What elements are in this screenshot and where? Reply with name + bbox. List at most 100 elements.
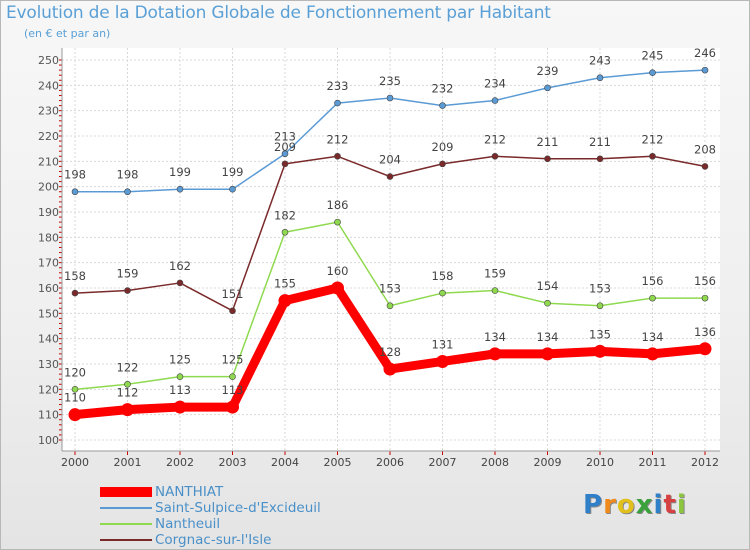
- data-label-3: 158: [64, 269, 86, 283]
- data-point-2: [596, 302, 604, 310]
- y-tick-label: 160: [38, 282, 59, 295]
- data-point-3: [334, 152, 341, 160]
- data-label-0: 112: [117, 386, 139, 400]
- data-point-2: [701, 294, 709, 302]
- y-tick-label: 100: [38, 434, 59, 447]
- data-label-0: 113: [169, 383, 191, 397]
- data-label-3: 212: [327, 132, 349, 146]
- legend-label-3: Corgnac-sur-l'Isle: [155, 532, 272, 548]
- data-label-2: 156: [642, 274, 664, 288]
- data-label-1: 198: [64, 168, 86, 182]
- y-tick-label: 220: [38, 130, 59, 143]
- data-label-3: 204: [379, 153, 401, 167]
- data-point-0: [646, 347, 659, 361]
- data-label-1: 245: [642, 49, 664, 63]
- data-label-1: 233: [327, 79, 349, 93]
- data-point-3: [386, 173, 394, 180]
- y-tick-label: 240: [38, 79, 59, 92]
- x-tick-label: 2010: [586, 456, 614, 469]
- x-tick-label: 2008: [481, 456, 509, 469]
- data-point-2: [649, 294, 656, 302]
- plot-area: [62, 48, 720, 451]
- legend-label-0: NANTHIAT: [155, 484, 224, 500]
- data-point-3: [281, 160, 289, 168]
- data-point-3: [544, 155, 551, 163]
- data-point-3: [701, 163, 709, 170]
- legend-label-1: Saint-Sulpice-d'Excideuil: [155, 500, 321, 516]
- y-tick-label: 130: [38, 358, 59, 371]
- data-point-2: [334, 218, 341, 226]
- data-point-2: [229, 373, 236, 380]
- data-label-2: 122: [117, 360, 139, 374]
- data-label-3: 159: [117, 267, 139, 281]
- legend-item-0: NANTHIAT: [100, 484, 321, 500]
- data-label-3: 151: [222, 287, 244, 301]
- data-point-1: [334, 99, 341, 107]
- data-point-1: [544, 84, 551, 92]
- data-point-1: [124, 188, 131, 196]
- y-tick-label: 120: [38, 383, 59, 396]
- data-point-3: [71, 289, 79, 297]
- data-label-3: 208: [694, 142, 716, 156]
- data-point-2: [71, 386, 79, 393]
- data-point-3: [491, 152, 499, 160]
- y-tick-label: 200: [38, 181, 59, 194]
- data-point-0: [593, 344, 607, 358]
- data-point-1: [439, 102, 446, 109]
- data-point-0: [68, 408, 82, 422]
- data-label-1: 234: [484, 77, 506, 91]
- data-point-0: [226, 400, 239, 414]
- legend-item-1: Saint-Sulpice-d'Excideuil: [100, 500, 321, 516]
- data-point-2: [544, 299, 551, 307]
- y-tick-label: 170: [38, 257, 59, 270]
- data-label-1: 213: [274, 130, 296, 144]
- data-label-0: 113: [222, 383, 244, 397]
- data-point-1: [281, 150, 289, 158]
- data-label-0: 134: [484, 330, 506, 344]
- data-label-0: 160: [327, 264, 349, 278]
- data-point-2: [176, 373, 184, 380]
- data-label-1: 243: [589, 54, 611, 68]
- data-point-1: [176, 185, 184, 193]
- data-label-1: 199: [169, 165, 191, 179]
- data-label-1: 239: [537, 64, 559, 78]
- data-label-2: 186: [327, 198, 349, 212]
- data-label-3: 212: [642, 132, 664, 146]
- data-label-2: 153: [379, 282, 401, 296]
- data-point-1: [649, 69, 656, 76]
- x-tick-label: 2011: [639, 456, 667, 469]
- x-tick-label: 2001: [114, 456, 142, 469]
- data-label-3: 211: [589, 135, 611, 149]
- x-tick-label: 2003: [219, 456, 247, 469]
- data-label-0: 135: [589, 327, 611, 341]
- data-point-1: [596, 74, 604, 82]
- data-label-2: 158: [432, 269, 454, 283]
- data-label-0: 128: [379, 345, 401, 359]
- data-point-1: [491, 97, 499, 104]
- data-point-0: [541, 347, 554, 361]
- data-label-1: 246: [694, 46, 716, 60]
- data-point-0: [698, 342, 712, 356]
- data-label-0: 110: [64, 391, 86, 405]
- data-label-2: 125: [222, 353, 244, 367]
- proxiti-logo: Proxiti: [583, 490, 687, 520]
- data-label-2: 125: [169, 353, 191, 367]
- data-label-1: 199: [222, 165, 244, 179]
- y-tick-label: 250: [38, 54, 59, 67]
- data-point-0: [331, 281, 344, 295]
- data-label-3: 162: [169, 259, 191, 273]
- data-point-1: [229, 185, 236, 193]
- data-label-3: 209: [432, 140, 454, 154]
- data-point-3: [596, 155, 604, 163]
- data-label-1: 198: [117, 168, 139, 182]
- x-tick-label: 2006: [376, 456, 404, 469]
- x-tick-label: 2004: [271, 456, 299, 469]
- data-label-0: 134: [537, 330, 559, 344]
- y-tick-label: 210: [38, 155, 59, 168]
- y-tick-label: 110: [38, 409, 59, 422]
- data-point-2: [281, 228, 289, 236]
- data-label-0: 136: [694, 325, 716, 339]
- data-label-2: 120: [64, 365, 86, 379]
- data-point-3: [649, 152, 656, 160]
- legend-label-2: Nantheuil: [155, 516, 221, 532]
